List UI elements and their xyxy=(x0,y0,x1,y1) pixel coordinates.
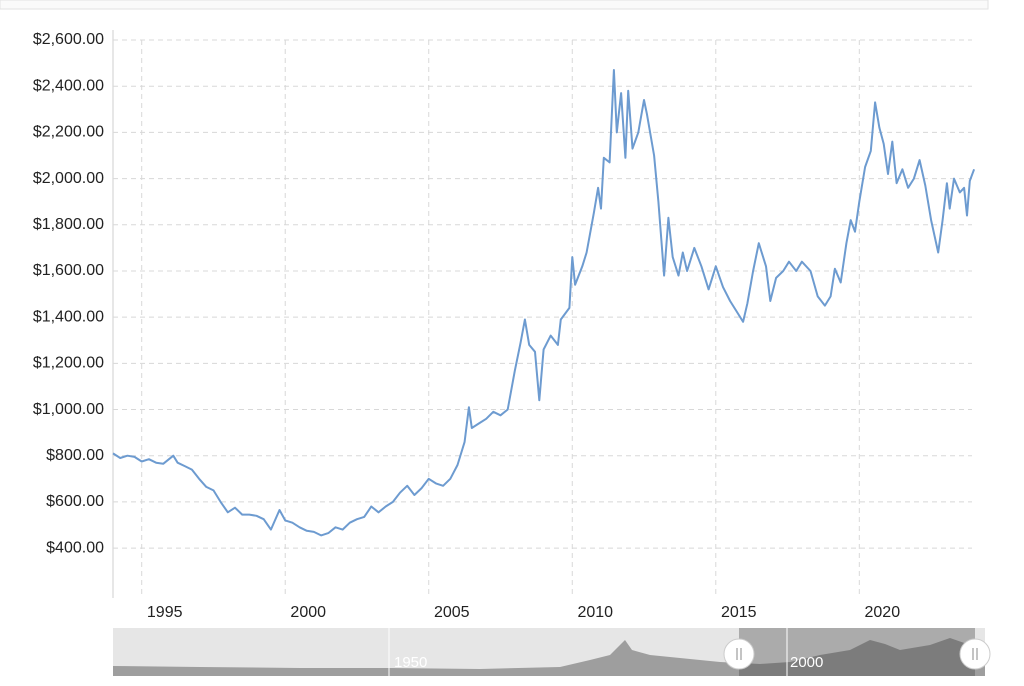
y-tick-label: $800.00 xyxy=(46,447,104,464)
navigator-handle[interactable] xyxy=(959,638,991,670)
top-bar xyxy=(0,0,989,10)
y-tick-label: $2,400.00 xyxy=(33,77,104,94)
y-tick-label: $1,800.00 xyxy=(33,216,104,233)
y-tick-label: $1,400.00 xyxy=(33,308,104,325)
y-tick-label: $600.00 xyxy=(46,493,104,510)
x-tick-label: 2005 xyxy=(434,604,470,621)
navigator-handle[interactable] xyxy=(723,638,755,670)
y-tick-label: $1,000.00 xyxy=(33,401,104,418)
navigator-selection xyxy=(739,628,975,676)
price-line xyxy=(112,69,976,537)
y-tick-label: $1,600.00 xyxy=(33,262,104,279)
handle-grip xyxy=(736,648,978,660)
x-tick-label: 2015 xyxy=(721,604,757,621)
x-tick-label: 2000 xyxy=(290,604,326,621)
y-tick-label: $2,600.00 xyxy=(33,31,104,48)
navigator-area xyxy=(113,638,985,676)
x-tick-label: 2020 xyxy=(865,604,901,621)
navigator-label: 2000 xyxy=(790,654,823,671)
navigator: 1950 2000 xyxy=(113,628,991,676)
navigator-label: 1950 xyxy=(394,654,427,671)
y-tick-label: $2,200.00 xyxy=(33,124,104,141)
y-tick-label: $400.00 xyxy=(46,539,104,556)
y-tick-label: $2,000.00 xyxy=(33,170,104,187)
x-tick-label: 1995 xyxy=(147,604,183,621)
y-tick-label: $1,200.00 xyxy=(33,355,104,372)
x-tick-label: 2010 xyxy=(577,604,613,621)
